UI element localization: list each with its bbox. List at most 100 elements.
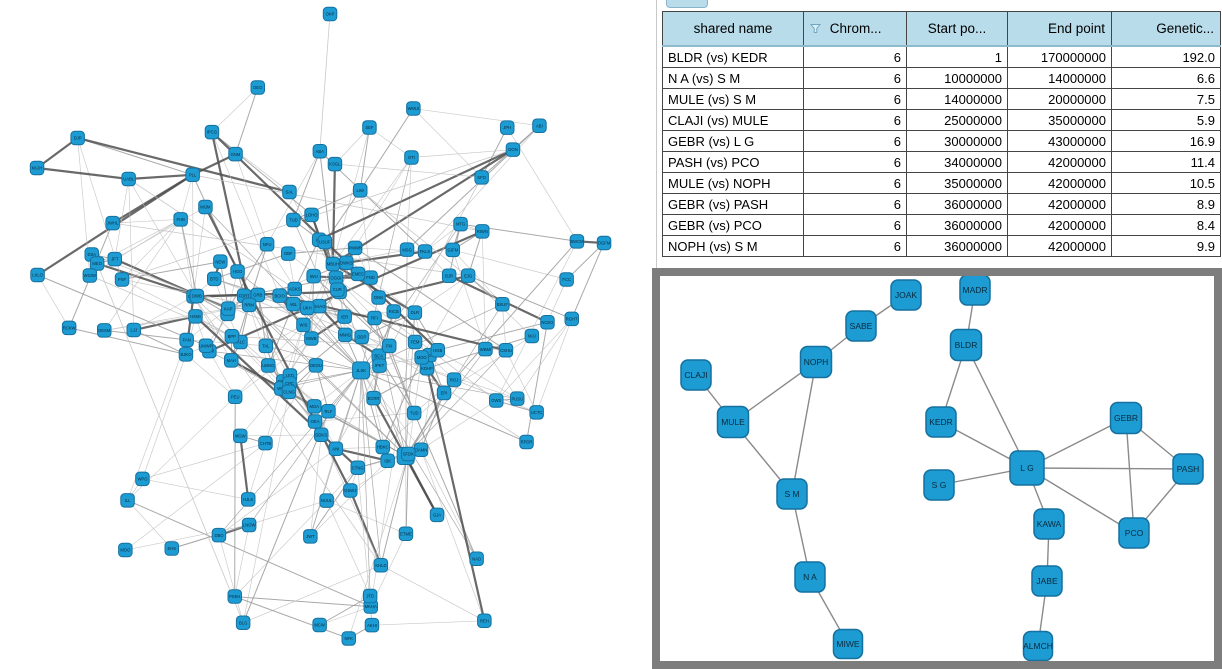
network-node[interactable]: JPH — [500, 120, 515, 135]
network-node[interactable]: DJP — [70, 130, 85, 146]
subnetwork-node[interactable]: JABE — [1031, 565, 1063, 597]
network-node[interactable]: PEU — [227, 389, 243, 404]
network-node[interactable]: EJG — [460, 268, 476, 283]
subnetwork-node[interactable]: N A — [794, 561, 826, 593]
table-row[interactable]: GEBR (vs) L G 6 30000000 43000000 16.9 — [662, 130, 1221, 152]
network-node[interactable]: ABA — [312, 144, 328, 159]
table-cell[interactable]: 6 — [803, 109, 907, 131]
table-row[interactable]: BLDR (vs) KEDR 6 1 170000000 192.0 — [662, 45, 1221, 68]
table-cell[interactable]: 35000000 — [906, 172, 1008, 194]
table-cell[interactable]: 30000000 — [906, 130, 1008, 152]
network-node[interactable]: CHTB — [258, 435, 273, 451]
network-node[interactable]: EMEC — [350, 266, 366, 282]
subnetwork-node[interactable]: S G — [923, 469, 955, 501]
subnetwork-node[interactable]: KEDR — [925, 406, 957, 438]
network-node[interactable]: SEF — [362, 120, 377, 135]
table-cell[interactable]: 6 — [803, 130, 907, 152]
network-node[interactable]: BWCM — [569, 234, 585, 249]
table-cell[interactable]: 170000000 — [1007, 45, 1112, 68]
table-cell[interactable]: 6 — [803, 193, 907, 215]
funnel-icon[interactable] — [809, 22, 822, 37]
network-node[interactable]: NAD — [469, 551, 484, 566]
network-node[interactable]: GHAG — [312, 298, 327, 314]
network-node[interactable]: MEO — [89, 256, 105, 271]
table-cell[interactable]: 6.6 — [1111, 67, 1221, 89]
network-node[interactable]: OKP — [322, 6, 338, 22]
table-cell[interactable]: 20000000 — [1007, 88, 1112, 110]
table-cell[interactable]: 192.0 — [1111, 45, 1221, 68]
network-node[interactable]: UCTC — [529, 405, 544, 420]
network-node[interactable]: RCKW — [61, 320, 77, 336]
network-node[interactable]: GNM — [228, 146, 243, 162]
table-cell[interactable]: 9.9 — [1111, 235, 1221, 257]
network-node[interactable]: TUD — [406, 405, 422, 421]
network-node[interactable]: WMUI — [406, 101, 421, 116]
table-cell[interactable]: 42000000 — [1007, 151, 1112, 173]
subnetwork-node[interactable]: KAWA — [1033, 508, 1065, 540]
table-row[interactable]: N A (vs) S M 6 10000000 14000000 6.6 — [662, 67, 1221, 89]
network-node[interactable]: MJJ — [524, 328, 540, 344]
network-node[interactable]: CLNG — [281, 384, 297, 400]
network-node[interactable]: OEO — [250, 80, 265, 95]
network-node[interactable]: JWHL — [105, 215, 120, 231]
table-cell[interactable]: 1 — [906, 45, 1008, 68]
table-cell[interactable]: 6 — [803, 172, 907, 194]
network-node[interactable]: IWU — [306, 268, 321, 284]
table-cell[interactable]: 10000000 — [906, 67, 1008, 89]
network-node[interactable]: PMWR — [347, 240, 363, 256]
table-cell[interactable]: 8.9 — [1111, 193, 1221, 215]
table-cell[interactable]: 10.5 — [1111, 172, 1221, 194]
table-cell[interactable]: 43000000 — [1007, 130, 1112, 152]
network-node[interactable]: CTNG — [350, 460, 365, 475]
network-node[interactable]: JFT — [107, 251, 122, 267]
network-node[interactable]: MGA — [307, 399, 322, 414]
network-node[interactable]: GJA — [429, 507, 445, 523]
table-cell[interactable]: 7.5 — [1111, 88, 1221, 110]
network-node[interactable]: HGB — [430, 343, 445, 358]
network-node[interactable]: KKJH — [29, 160, 45, 176]
table-cell[interactable]: 8.4 — [1111, 214, 1221, 236]
network-node[interactable]: FAN — [179, 332, 194, 348]
network-node[interactable]: UMWP — [198, 338, 214, 353]
table-row[interactable]: MULE (vs) NOPH 6 35000000 42000000 10.5 — [662, 172, 1221, 194]
network-node[interactable]: IER — [337, 309, 352, 324]
table-cell[interactable]: 6 — [803, 88, 907, 110]
table-cell[interactable]: 14000000 — [1007, 67, 1112, 89]
network-node[interactable]: DWB — [189, 288, 205, 304]
network-node[interactable]: ECRR — [366, 390, 381, 406]
network-node[interactable]: HJLK — [241, 492, 256, 507]
network-node[interactable]: DNN — [371, 290, 386, 305]
network-node[interactable]: WPO — [135, 471, 150, 487]
table-cell[interactable]: N A (vs) S M — [662, 67, 804, 89]
table-cell[interactable]: 25000000 — [906, 109, 1008, 131]
subnetwork-node[interactable]: JOAK — [890, 279, 922, 311]
table-cell[interactable]: 42000000 — [1007, 214, 1112, 236]
network-node[interactable]: REH — [477, 613, 492, 628]
network-node[interactable]: MWB — [304, 331, 319, 346]
table-cell[interactable]: 14000000 — [906, 88, 1008, 110]
table-cell[interactable]: BLDR (vs) KEDR — [662, 45, 804, 68]
subnetwork-node[interactable]: L G — [1009, 450, 1045, 486]
column-header-chromosome[interactable]: Chrom... — [803, 11, 907, 47]
network-node[interactable]: DWKS — [339, 255, 354, 270]
network-node[interactable]: MSG — [399, 242, 415, 257]
network-node[interactable]: IPKT — [372, 358, 387, 373]
network-node[interactable]: PLL — [185, 167, 200, 182]
network-node[interactable]: DLR — [407, 305, 423, 320]
column-header-shared-name[interactable]: shared name — [662, 11, 804, 47]
network-node[interactable]: ANI — [328, 441, 344, 456]
network-node[interactable]: LJJ — [126, 322, 141, 338]
network-node[interactable]: OAMN — [413, 442, 429, 457]
network-node[interactable]: GRB — [250, 287, 266, 303]
network-node[interactable]: DESM — [97, 323, 112, 338]
network-node[interactable]: PSEH — [227, 589, 242, 604]
network-node[interactable]: MBUH — [325, 256, 341, 272]
network-node[interactable]: LKLO — [30, 267, 45, 283]
subnetwork-node[interactable]: MIWE — [832, 628, 864, 660]
network-node[interactable]: HSMI — [188, 309, 203, 324]
column-header-genetic[interactable]: Genetic... — [1111, 11, 1221, 47]
table-row[interactable]: PASH (vs) PCO 6 34000000 42000000 11.4 — [662, 151, 1221, 173]
table-cell[interactable]: 42000000 — [1007, 172, 1112, 194]
network-node[interactable]: BJKO — [178, 347, 194, 362]
network-node[interactable]: KAP — [221, 301, 236, 316]
